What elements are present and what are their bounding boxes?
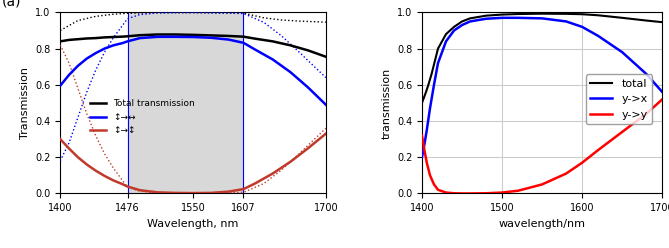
Legend: total, y->x, y->y: total, y->x, y->y — [585, 74, 652, 124]
Text: (a): (a) — [2, 0, 21, 9]
X-axis label: Wavelength, nm: Wavelength, nm — [147, 219, 239, 229]
Y-axis label: transmission: transmission — [381, 67, 391, 139]
Legend: Total transmission, ↕→↔, ↕→↕: Total transmission, ↕→↔, ↕→↕ — [86, 96, 199, 139]
Bar — [128, 12, 244, 193]
X-axis label: wavelength/nm: wavelength/nm — [498, 219, 585, 229]
Y-axis label: Transmission: Transmission — [19, 67, 29, 139]
